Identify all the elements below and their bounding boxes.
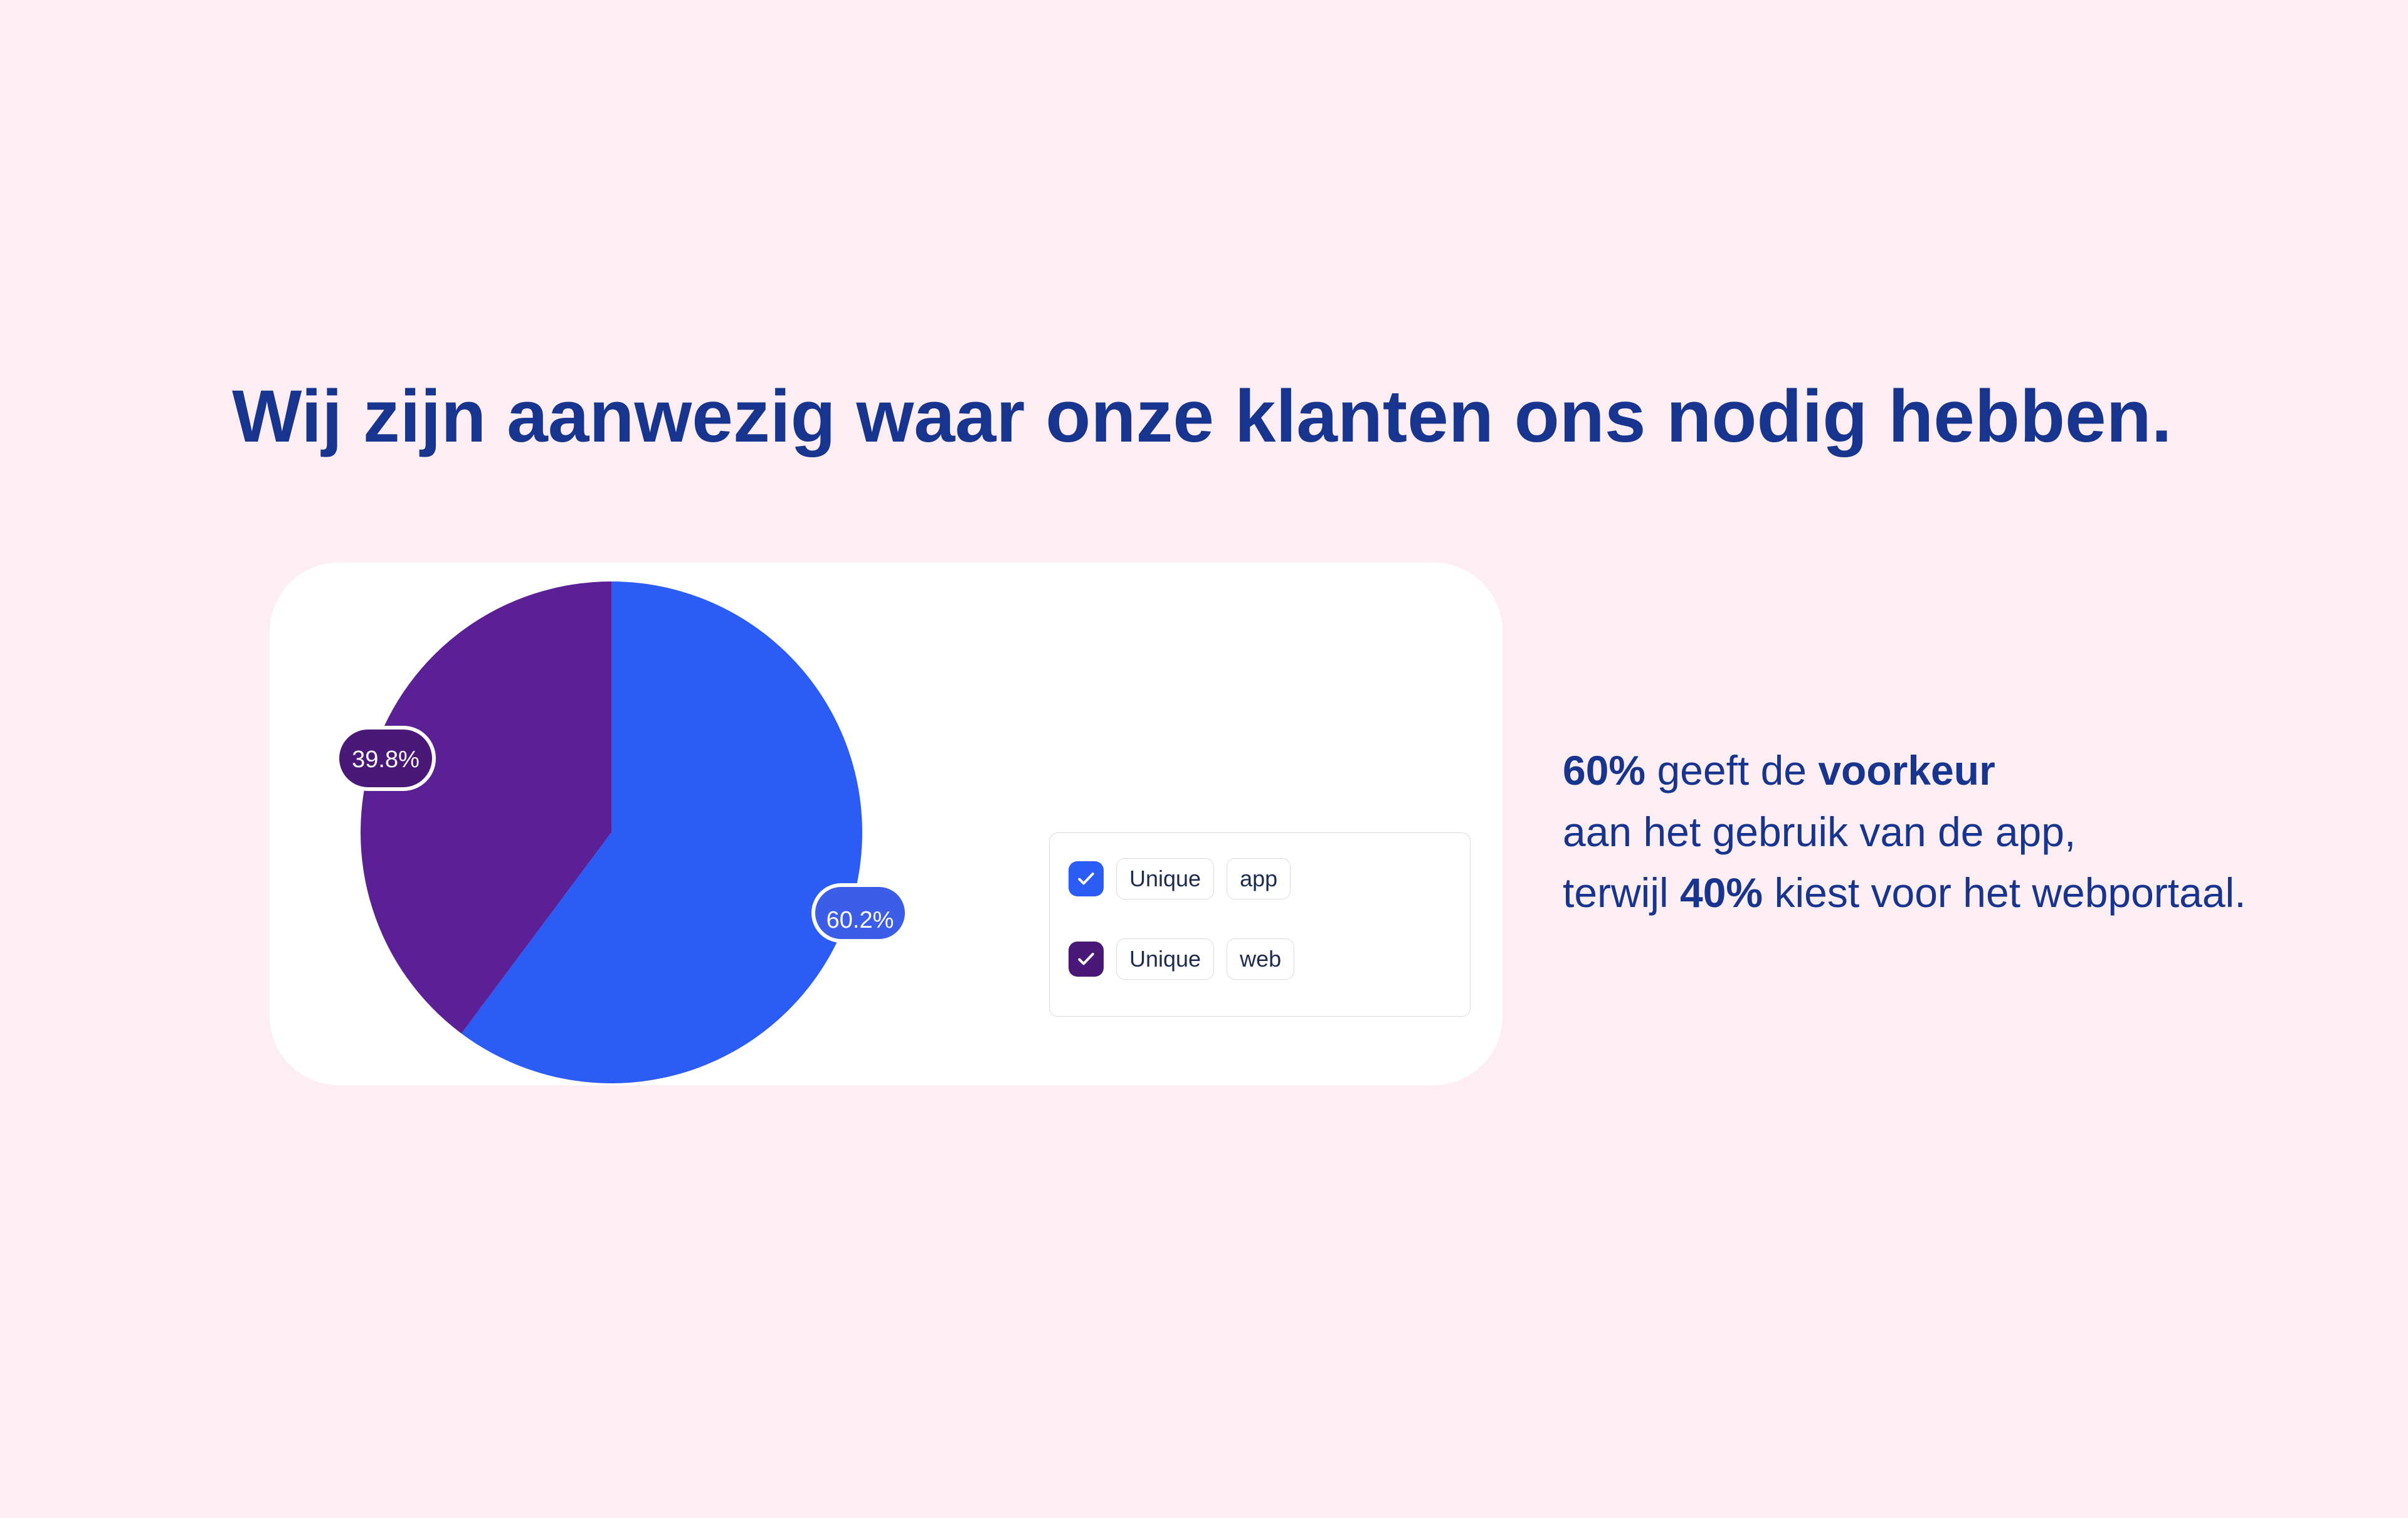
svg-text:39.8%: 39.8% <box>352 746 420 773</box>
svg-text:60.2%: 60.2% <box>826 907 894 933</box>
